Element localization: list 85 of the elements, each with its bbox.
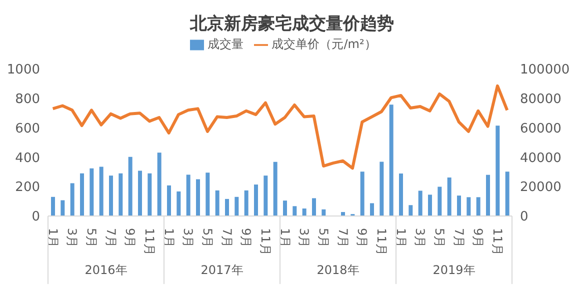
bar	[370, 203, 374, 216]
bar	[254, 184, 258, 216]
chart-title: 北京新房豪宅成交量价趋势	[188, 13, 395, 35]
text: 2018年	[316, 263, 360, 277]
bar	[206, 172, 210, 216]
x-tick-label: 11月	[490, 228, 504, 256]
bar	[70, 183, 74, 216]
x-tick-label: 5月	[84, 228, 98, 248]
x-tick-label: 7月	[336, 228, 350, 248]
x-tick-label: 11月	[142, 228, 156, 256]
text: 2016年	[84, 263, 128, 277]
bar	[457, 196, 461, 216]
bar	[292, 206, 297, 216]
bar	[302, 208, 306, 216]
y2-tick-label: 0	[520, 210, 528, 225]
bar	[148, 173, 152, 216]
bar	[408, 205, 413, 216]
x-tick-label: 9月	[355, 228, 370, 248]
bar	[80, 173, 84, 216]
bar	[225, 198, 229, 216]
bar	[273, 162, 278, 216]
x-tick-label: 9月	[471, 228, 486, 248]
y2-tick-label: 40000	[520, 150, 562, 166]
bar	[196, 179, 200, 216]
y2-tick-label: 20000	[520, 180, 562, 196]
bar	[505, 172, 510, 216]
text: 2017年	[200, 263, 244, 277]
bar	[360, 172, 364, 216]
bar	[215, 190, 220, 216]
y2-tick-label: 60000	[520, 121, 562, 136]
bar	[486, 174, 490, 216]
bar	[138, 170, 142, 216]
bar	[234, 196, 239, 216]
x-tick-label: 9月	[123, 228, 138, 248]
y-tick-label: 1000	[6, 62, 40, 78]
bar	[322, 209, 326, 216]
line-series	[51, 84, 509, 170]
bar	[466, 197, 471, 216]
y2-tick-label: 80000	[520, 92, 562, 108]
bar	[128, 156, 132, 216]
text: 2019年	[432, 263, 476, 277]
bar	[447, 177, 452, 216]
x-tick-label: 11月	[258, 228, 272, 256]
legend-label: 成交单价（元/m²）	[272, 37, 376, 51]
bar	[99, 166, 104, 216]
bar	[312, 198, 316, 216]
bar	[283, 200, 287, 216]
bar	[418, 190, 422, 216]
x-tick-label: 7月	[452, 228, 466, 248]
bar	[428, 194, 432, 216]
bar	[186, 174, 190, 216]
x-tick-label: 11月	[374, 228, 388, 256]
bar	[264, 176, 268, 216]
legend-label: 成交量	[208, 37, 244, 51]
x-tick-label: 3月	[181, 228, 196, 248]
bar	[176, 191, 181, 216]
x-tick-label: 5月	[316, 228, 330, 248]
x-tick-label: 9月	[239, 228, 254, 248]
x-tick-label: 7月	[220, 228, 234, 248]
y-tick-label: 200	[15, 180, 40, 196]
x-tick-label: 7月	[104, 228, 118, 248]
bar	[399, 174, 403, 216]
bar	[157, 152, 162, 216]
x-tick-label: 5月	[432, 228, 446, 248]
bar	[51, 196, 55, 216]
y-tick-label: 400	[15, 150, 40, 166]
bar	[244, 190, 248, 216]
x-tick-label: 3月	[413, 228, 428, 248]
bar	[380, 162, 384, 216]
bar	[60, 200, 65, 216]
x-tick-label: 3月	[65, 228, 80, 248]
bar	[167, 185, 171, 216]
x-tick-label: 5月	[200, 228, 214, 248]
bar	[90, 168, 94, 216]
y-tick-label: 600	[15, 121, 40, 136]
y2-tick-label: 100000	[520, 62, 570, 78]
bar	[389, 104, 394, 216]
y-tick-label: 800	[15, 92, 40, 108]
x-tick-label: 3月	[297, 228, 312, 248]
bar	[109, 176, 113, 216]
bar	[496, 126, 500, 216]
bar	[438, 186, 442, 216]
bar	[118, 173, 123, 216]
bar	[476, 197, 480, 216]
y-tick-label: 0	[32, 210, 40, 225]
